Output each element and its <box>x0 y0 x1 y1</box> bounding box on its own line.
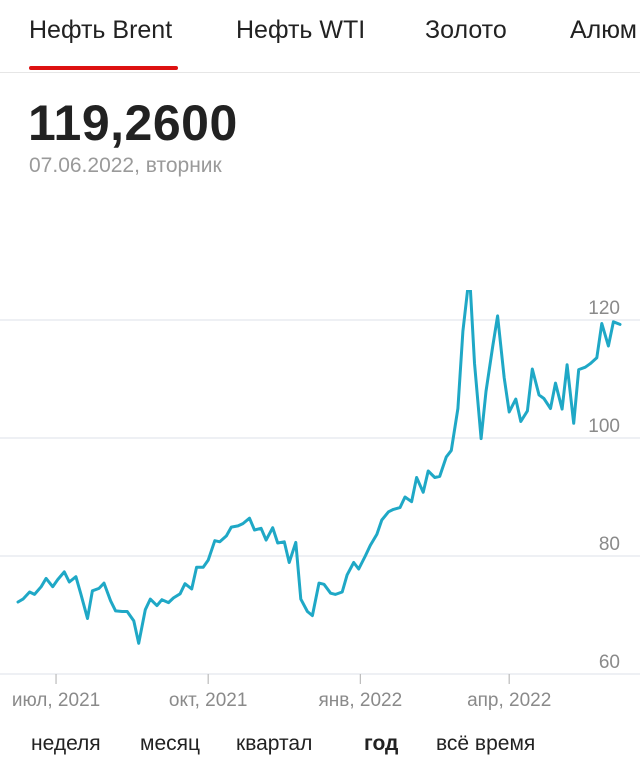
price-chart: 120 100 80 60 июл, 2021 окт, 2021 янв, 2022 апр… <box>0 271 640 720</box>
tab-gold[interactable]: Золото <box>425 16 507 44</box>
y-tick-label: 60 <box>599 652 620 673</box>
x-tick-label: янв, 2022 <box>318 690 402 711</box>
tab-brent[interactable]: Нефть Brent <box>29 16 173 44</box>
y-tick-label: 100 <box>588 416 620 437</box>
price-line <box>16 271 622 645</box>
price-chart-svg: 120 100 80 60 июл, 2021 окт, 2021 янв, 2022 апр… <box>0 271 640 711</box>
period-selector: неделя месяц квартал год всё время <box>0 730 640 760</box>
quote-date: 07.06.2022, вторник <box>29 154 222 177</box>
x-tick-label: июл, 2021 <box>12 690 100 711</box>
x-tick-label: окт, 2021 <box>169 690 248 711</box>
period-month[interactable]: месяц <box>140 732 201 755</box>
y-tick-label: 120 <box>588 298 620 319</box>
current-price: 119,2600 <box>28 95 238 151</box>
period-all-time[interactable]: всё время <box>436 732 536 755</box>
active-tab-indicator <box>29 66 178 70</box>
commodity-tabs: Нефть Brent Нефть WTI Золото Алюм <box>0 0 640 73</box>
y-tick-label: 80 <box>599 534 620 555</box>
period-week[interactable]: неделя <box>31 732 101 755</box>
tab-aluminum[interactable]: Алюм <box>570 16 637 44</box>
period-year[interactable]: год <box>364 732 399 755</box>
x-tick-label: апр, 2022 <box>467 690 551 711</box>
period-quarter[interactable]: квартал <box>236 732 313 755</box>
tab-wti[interactable]: Нефть WTI <box>236 16 366 44</box>
